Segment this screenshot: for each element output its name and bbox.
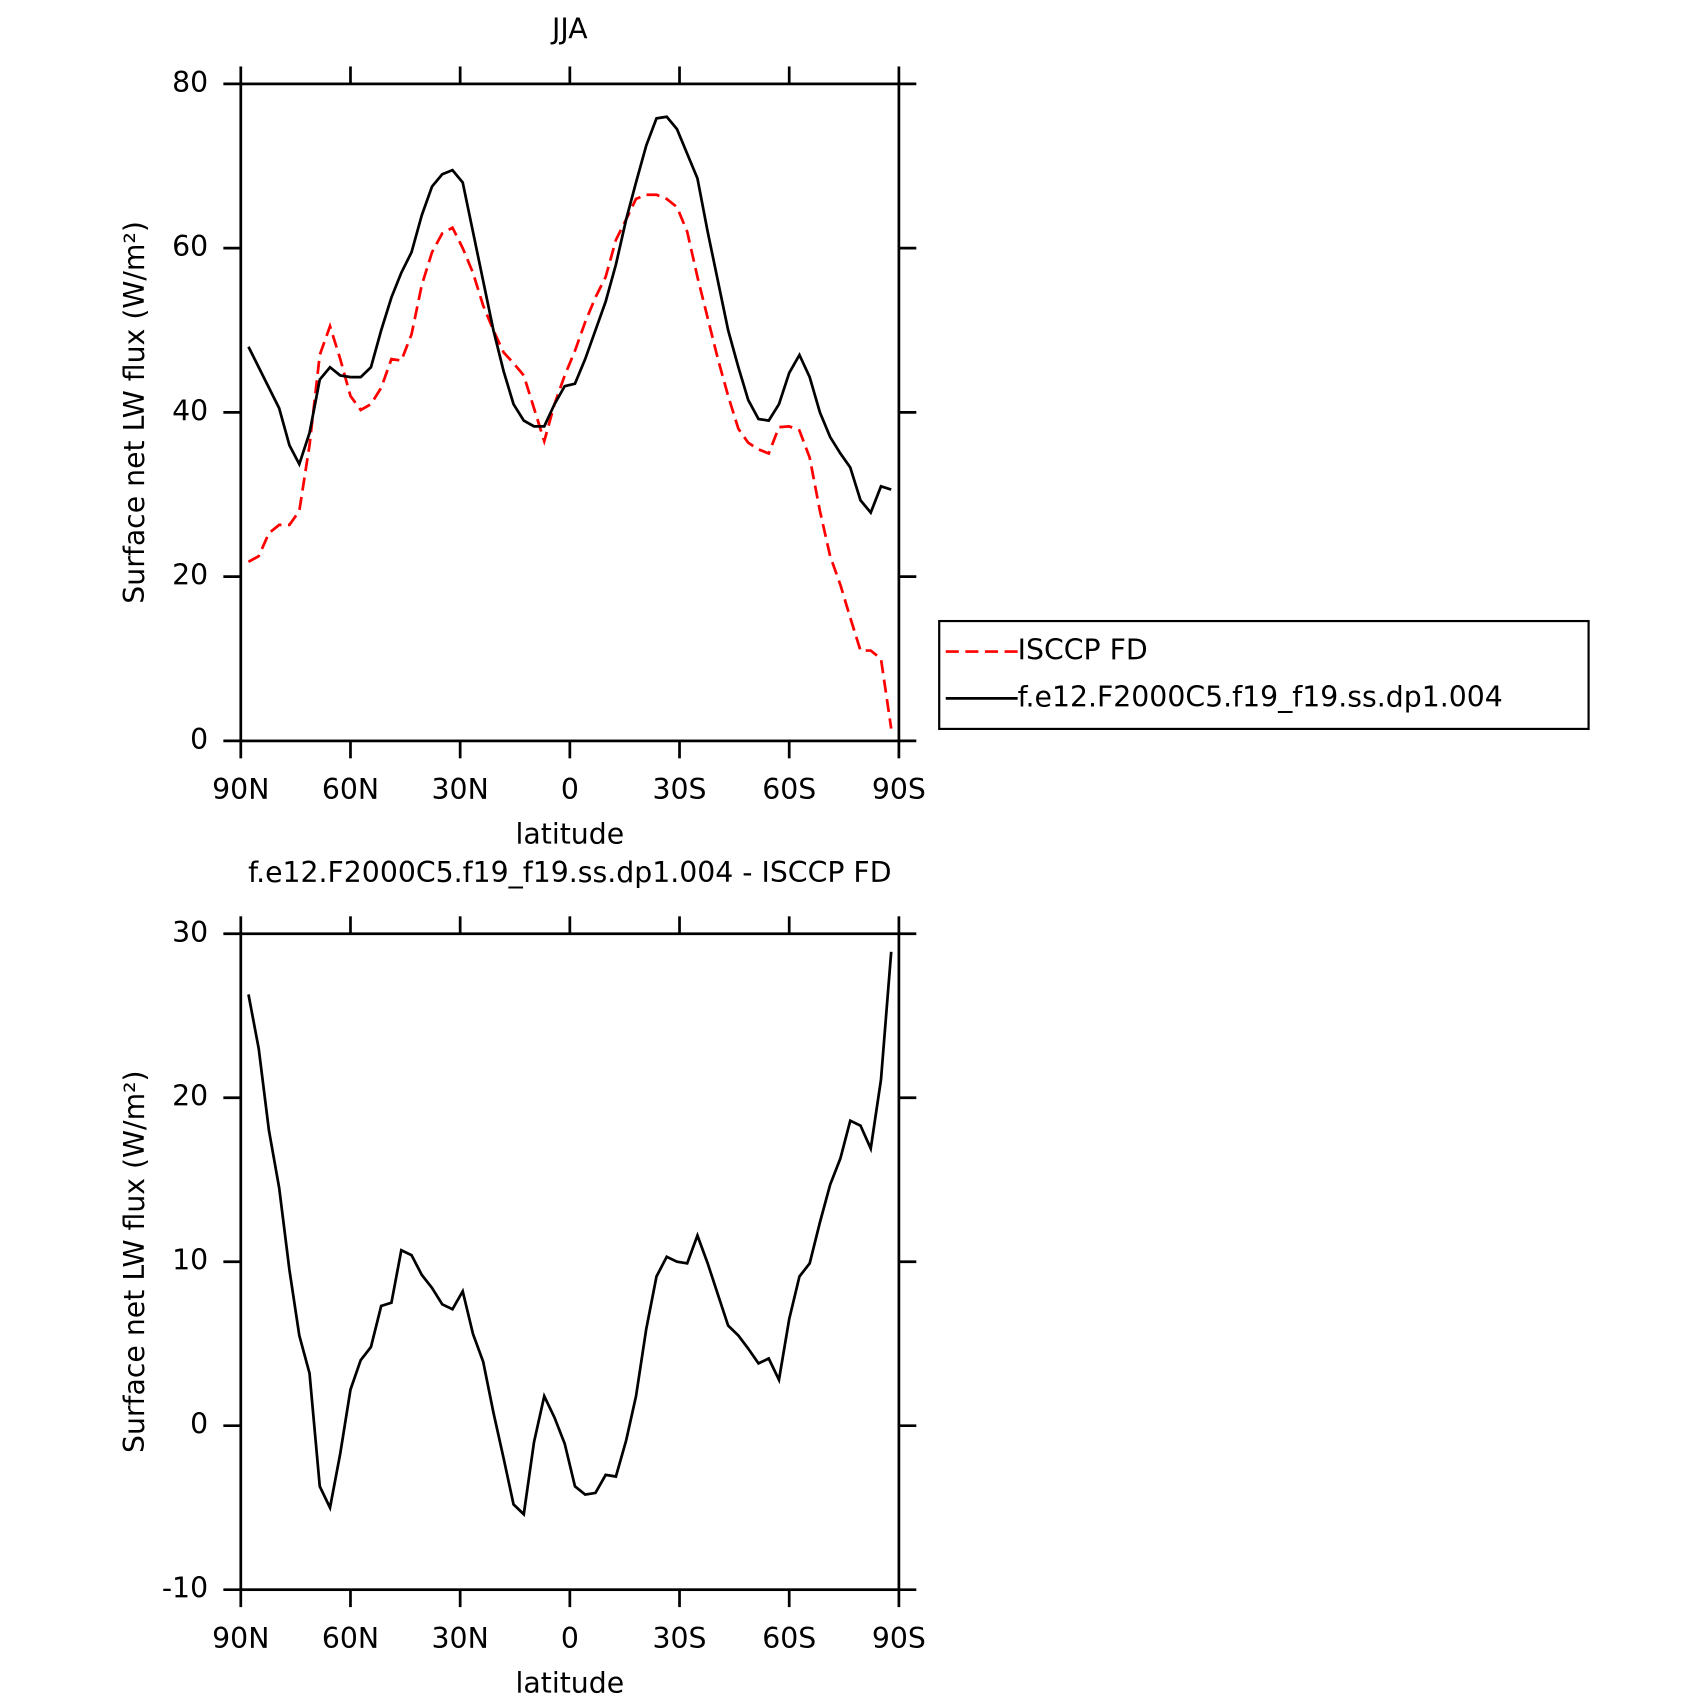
x-tick-label: 0 [561, 1622, 579, 1655]
x-tick-label: 30N [432, 773, 489, 806]
data-line [247, 115, 892, 516]
plot-frame [239, 82, 901, 743]
y-tick-label: 20 [172, 559, 208, 592]
y-tick-label: 30 [172, 916, 208, 949]
chart-title: f.e12.F2000C5.f19_f19.ss.dp1.004 - ISCCP… [248, 856, 891, 889]
x-tick-label: 30S [653, 1622, 707, 1655]
x-tick-label: 60N [322, 773, 379, 806]
x-axis-label: latitude [516, 1666, 625, 1699]
y-tick-label: 10 [172, 1244, 208, 1277]
y-axis-label: Surface net LW flux (W/m²) [118, 1070, 151, 1453]
x-tick-label: 90S [872, 1622, 926, 1655]
y-tick-label: 0 [190, 1408, 208, 1441]
x-tick-label: 90N [212, 1622, 269, 1655]
legend-label: f.e12.F2000C5.f19_f19.ss.dp1.004 [1018, 680, 1503, 713]
data-line [247, 193, 893, 729]
legend-label: ISCCP FD [1018, 634, 1148, 667]
y-tick-label: 20 [172, 1080, 208, 1113]
y-tick-label: 40 [172, 394, 208, 427]
x-tick-label: 90N [212, 773, 269, 806]
plot-frame [239, 932, 901, 1592]
x-tick-label: 60N [322, 1622, 379, 1655]
y-tick-label: -10 [162, 1572, 208, 1605]
legend-box [938, 619, 1590, 731]
y-axis-label: Surface net LW flux (W/m²) [118, 221, 151, 604]
x-tick-label: 60S [762, 1622, 816, 1655]
y-tick-label: 80 [172, 66, 208, 99]
x-tick-label: 0 [561, 773, 579, 806]
data-line [247, 951, 893, 1518]
x-axis-label: latitude [516, 818, 625, 851]
x-tick-label: 90S [872, 773, 926, 806]
chart-title: JJA [550, 13, 588, 46]
x-tick-label: 30S [653, 773, 707, 806]
x-tick-label: 30N [432, 1622, 489, 1655]
x-tick-label: 60S [762, 773, 816, 806]
y-tick-label: 60 [172, 230, 208, 263]
y-tick-label: 0 [190, 723, 208, 756]
